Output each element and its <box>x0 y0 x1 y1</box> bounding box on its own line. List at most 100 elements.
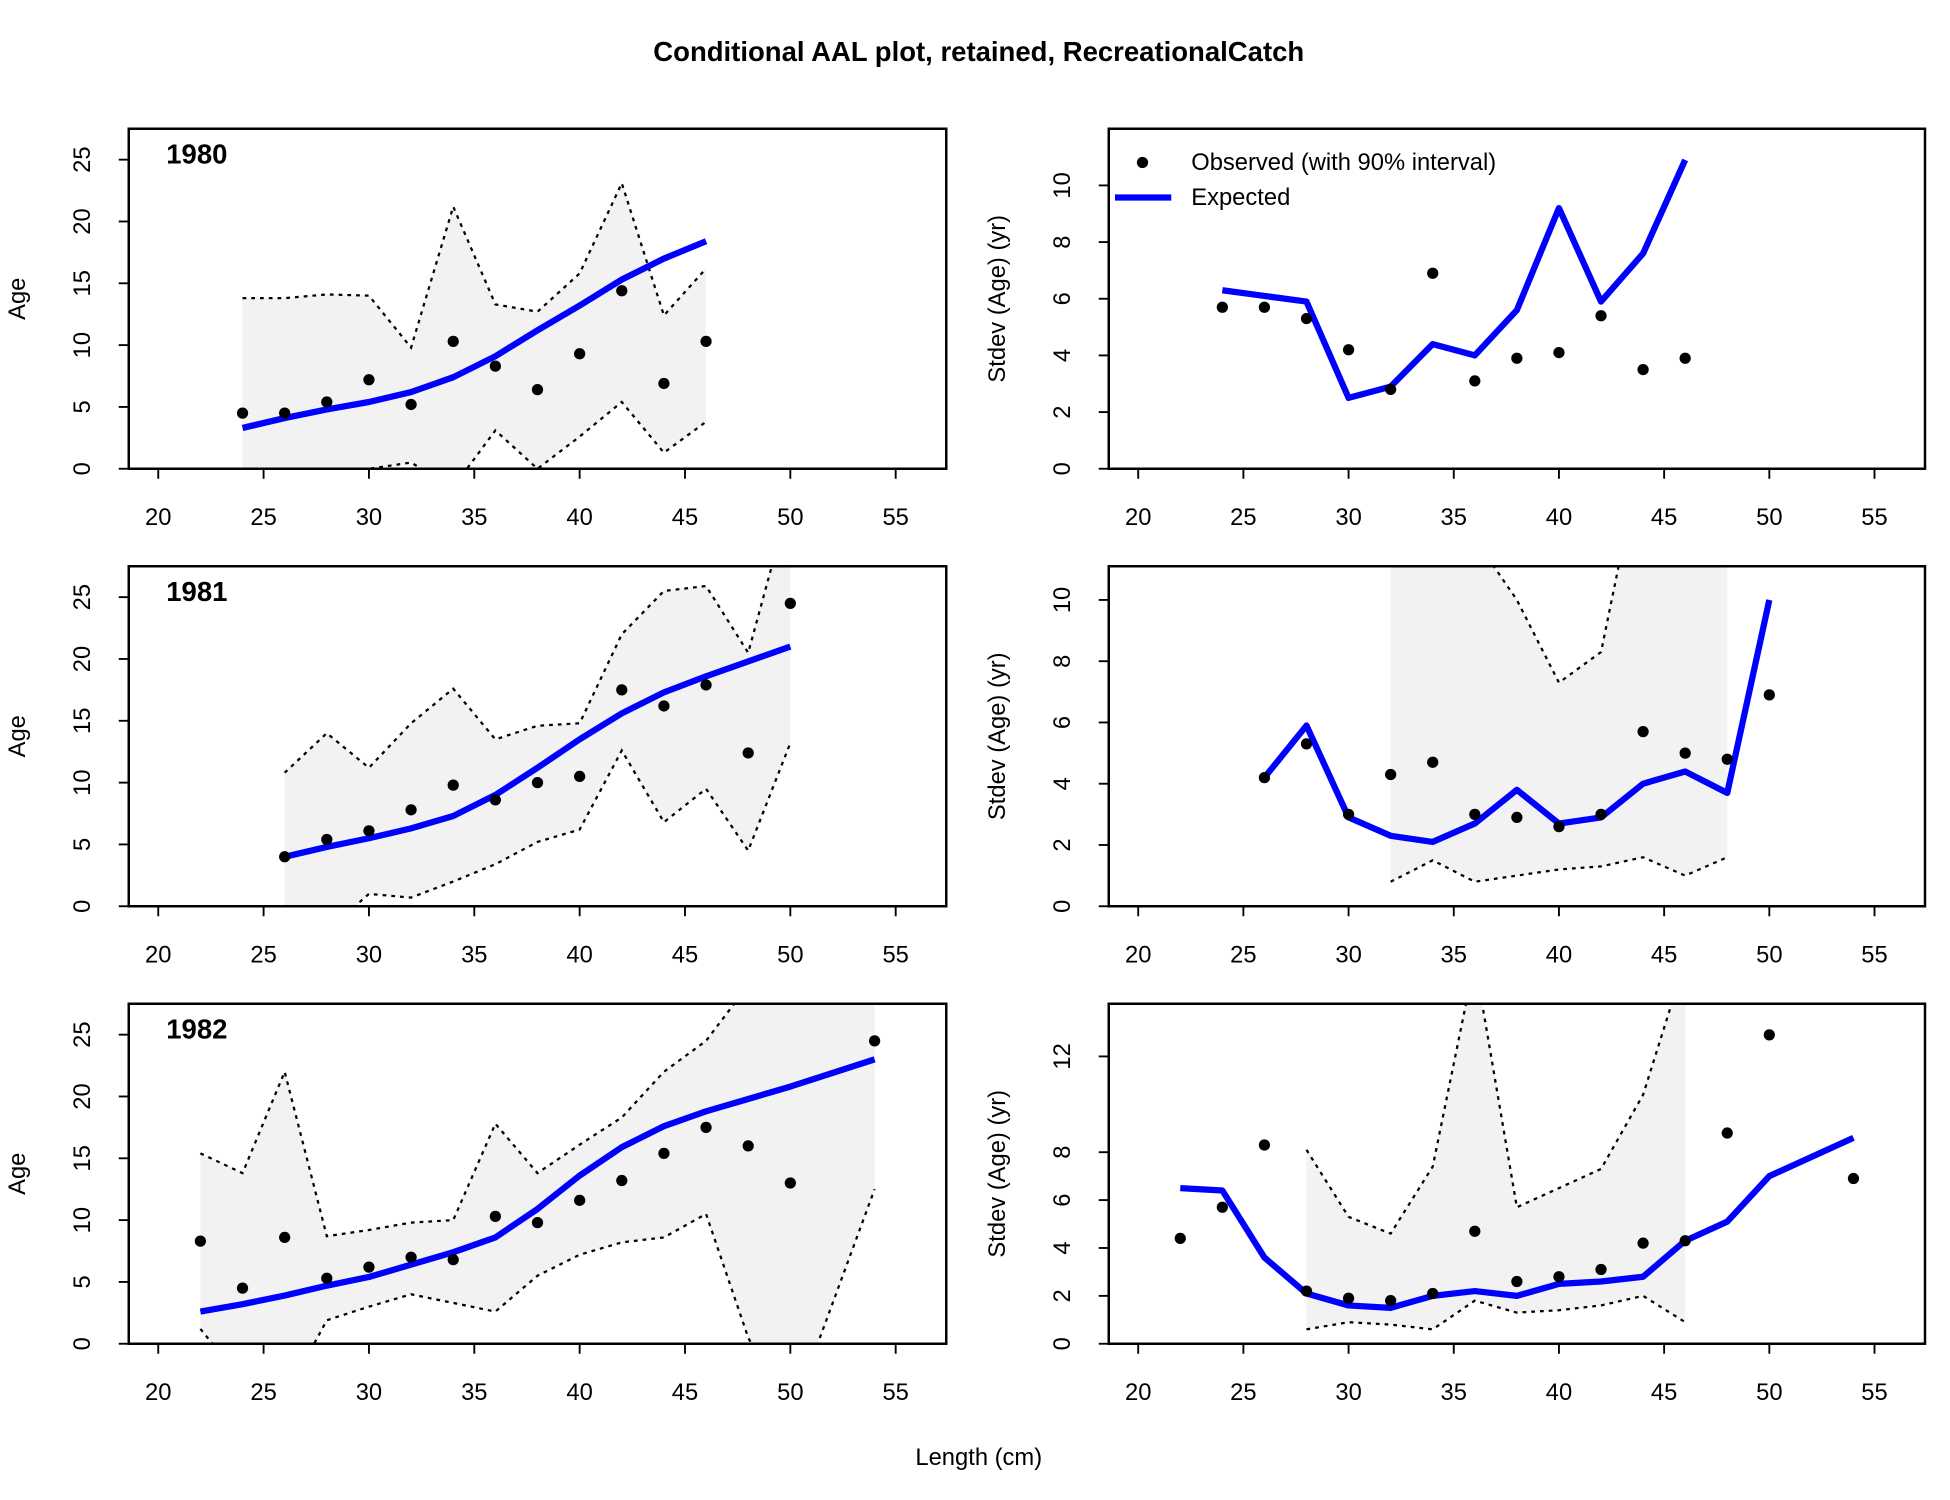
x-tick-label: 55 <box>882 1379 908 1406</box>
y-tick-label: 12 <box>1049 1043 1076 1069</box>
observed-point <box>1553 346 1565 359</box>
observed-point <box>447 335 459 348</box>
x-tick-label: 40 <box>1546 942 1572 969</box>
observed-point <box>363 374 375 386</box>
observed-point <box>236 1282 249 1294</box>
observed-point <box>1679 1235 1691 1247</box>
observed-point <box>447 1254 459 1266</box>
y-axis-label: Age <box>4 1153 31 1195</box>
observed-point <box>1300 312 1313 325</box>
y-axis-label: Age <box>4 278 31 320</box>
interval-lower <box>353 742 792 907</box>
x-tick-label: 20 <box>1125 1379 1151 1406</box>
panel-plot <box>279 566 796 907</box>
observed-point <box>616 285 628 297</box>
y-tick-label: 5 <box>69 1275 96 1288</box>
observed-point <box>321 833 333 846</box>
x-tick-label: 35 <box>461 942 487 969</box>
observed-point <box>1174 1232 1186 1245</box>
x-tick-label: 20 <box>145 1379 171 1406</box>
observed-point <box>1679 352 1691 364</box>
x-tick-label: 25 <box>1230 1379 1256 1406</box>
x-tick-label: 35 <box>461 1379 487 1406</box>
observed-point <box>1469 1225 1481 1237</box>
observed-point <box>1763 1029 1775 1041</box>
observed-point <box>868 1035 881 1047</box>
x-tick-label: 45 <box>672 1379 698 1406</box>
x-tick-label: 40 <box>1546 1379 1572 1406</box>
x-tick-label: 25 <box>250 504 276 531</box>
x-tick-label: 40 <box>566 942 592 969</box>
observed-point <box>1342 808 1355 820</box>
observed-point <box>1300 1285 1313 1297</box>
interval-lower <box>1390 856 1728 883</box>
y-tick-label: 8 <box>1049 655 1076 668</box>
x-tick-label: 45 <box>672 942 698 969</box>
observed-point <box>616 684 628 696</box>
y-tick-label: 0 <box>69 900 96 913</box>
x-tick-label: 30 <box>1335 1379 1361 1406</box>
panel-title: 1980 <box>166 139 227 170</box>
x-tick-label: 45 <box>672 504 698 531</box>
y-tick-label: 25 <box>69 146 96 172</box>
y-tick-label: 0 <box>69 462 96 475</box>
observed-point <box>1258 1139 1271 1151</box>
y-tick-label: 6 <box>1049 1193 1076 1206</box>
y-tick-label: 4 <box>1049 777 1076 790</box>
y-tick-label: 20 <box>69 1083 96 1109</box>
observed-point <box>1258 301 1271 313</box>
observed-point <box>1721 753 1733 765</box>
x-tick-label: 50 <box>777 504 803 531</box>
observed-point <box>279 1231 291 1244</box>
y-tick-label: 6 <box>1049 716 1076 729</box>
observed-point <box>405 1251 417 1263</box>
x-tick-label: 50 <box>1756 504 1782 531</box>
x-tick-label: 30 <box>1335 942 1361 969</box>
legend-marker <box>1136 156 1149 169</box>
y-tick-label: 6 <box>1049 292 1076 305</box>
observed-point <box>236 407 249 419</box>
x-tick-label: 55 <box>1861 942 1887 969</box>
x-tick-label: 25 <box>250 1379 276 1406</box>
observed-point <box>1637 726 1649 738</box>
observed-point <box>1553 820 1565 833</box>
expected-line <box>199 1056 876 1315</box>
x-tick-label: 20 <box>145 942 171 969</box>
observed-point <box>531 1216 544 1229</box>
x-tick-label: 55 <box>882 942 908 969</box>
x-tick-label: 55 <box>882 504 908 531</box>
x-axis-label: Length (cm) <box>915 1444 1042 1471</box>
observed-point <box>321 1272 333 1284</box>
interval-band <box>242 183 707 469</box>
y-tick-label: 25 <box>69 1021 96 1047</box>
observed-point <box>1511 1275 1523 1288</box>
x-tick-label: 25 <box>1230 942 1256 969</box>
observed-point <box>1595 808 1607 820</box>
expected-line <box>1221 158 1689 402</box>
x-tick-label: 25 <box>1230 504 1256 531</box>
x-tick-label: 30 <box>356 1379 382 1406</box>
y-tick-label: 2 <box>1049 1289 1076 1302</box>
y-tick-label: 8 <box>1049 1146 1076 1159</box>
y-tick-label: 2 <box>1049 405 1076 418</box>
observed-point <box>700 335 712 348</box>
observed-point <box>700 1121 712 1134</box>
interval-upper <box>242 180 707 350</box>
y-tick-label: 5 <box>69 838 96 851</box>
observed-point <box>1216 1201 1228 1213</box>
y-tick-label: 10 <box>69 769 96 795</box>
observed-point <box>700 679 712 691</box>
x-tick-label: 35 <box>1441 942 1467 969</box>
y-tick-label: 25 <box>69 584 96 610</box>
x-tick-label: 50 <box>1756 942 1782 969</box>
interval-lower <box>367 400 707 469</box>
observed-point <box>531 383 544 396</box>
x-tick-label: 45 <box>1651 1379 1677 1406</box>
y-axis-label: Age <box>4 715 31 757</box>
y-tick-label: 5 <box>69 400 96 413</box>
panel-plot <box>1258 566 1775 883</box>
y-tick-label: 15 <box>69 1145 96 1171</box>
observed-point <box>784 1177 796 1189</box>
observed-point <box>1427 1287 1439 1300</box>
